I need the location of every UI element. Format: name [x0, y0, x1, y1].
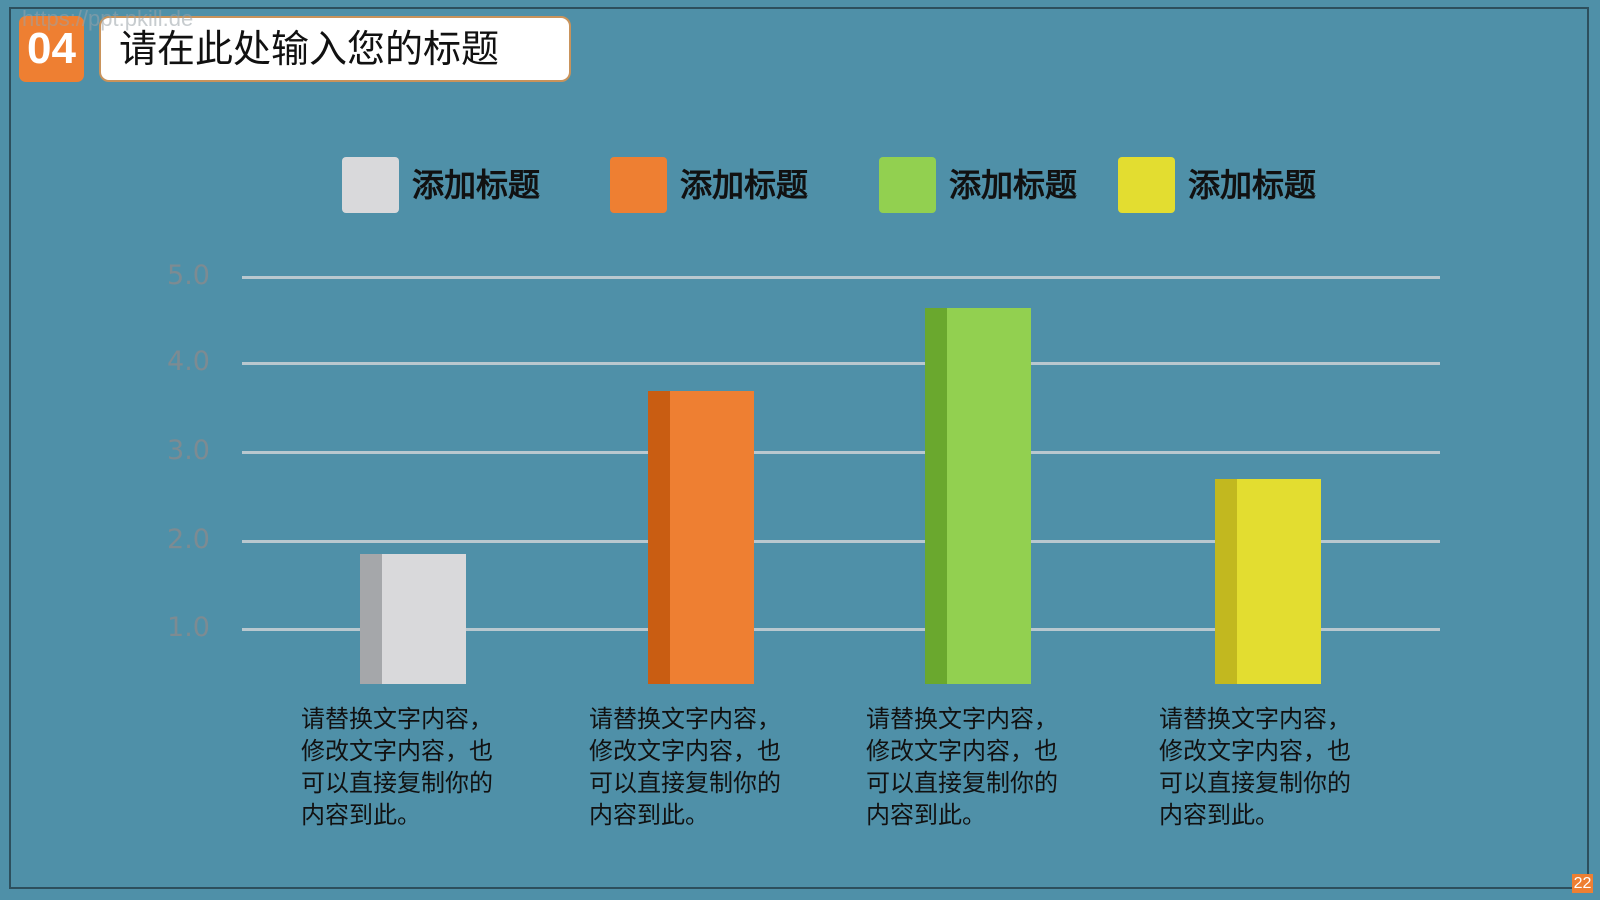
y-tick-label: 5.0	[167, 260, 210, 291]
description-text-4[interactable]: 请替换文字内容， 修改文字内容，也 可以直接复制你的 内容到此。	[1159, 703, 1389, 831]
y-tick-label: 1.0	[167, 612, 210, 643]
gridline-5	[242, 276, 1440, 279]
description-text-1[interactable]: 请替换文字内容， 修改文字内容，也 可以直接复制你的 内容到此。	[301, 703, 531, 831]
bar-4[interactable]	[1215, 479, 1321, 684]
description-line: 修改文字内容，也	[589, 737, 781, 765]
bar-face	[1237, 479, 1321, 684]
bar-face	[947, 307, 1031, 684]
description-line: 请替换文字内容，	[301, 705, 493, 733]
legend-label: 添加标题	[680, 166, 809, 204]
description-text-2[interactable]: 请替换文字内容， 修改文字内容，也 可以直接复制你的 内容到此。	[589, 703, 819, 831]
description-line: 内容到此。	[866, 801, 986, 829]
description-line: 内容到此。	[301, 801, 421, 829]
description-line: 内容到此。	[589, 801, 709, 829]
description-line: 请替换文字内容，	[589, 705, 781, 733]
slide-title[interactable]: 请在此处输入您的标题	[99, 16, 571, 82]
legend-swatch-icon	[1118, 157, 1175, 213]
description-line: 修改文字内容，也	[866, 737, 1058, 765]
bar-side	[360, 554, 382, 684]
bar-side	[648, 391, 670, 684]
description-text-3[interactable]: 请替换文字内容， 修改文字内容，也 可以直接复制你的 内容到此。	[866, 703, 1096, 831]
y-tick-label: 4.0	[167, 346, 210, 377]
page-number: 22	[1572, 874, 1593, 893]
gridline-4	[242, 362, 1440, 365]
watermark-text: https://ppt.pkill.de	[22, 6, 194, 31]
bar-face	[382, 554, 466, 684]
legend-swatch-icon	[879, 157, 936, 213]
legend-label: 添加标题	[1188, 166, 1317, 204]
description-line: 修改文字内容，也	[301, 737, 493, 765]
legend-swatch-icon	[610, 157, 667, 213]
legend-label: 添加标题	[949, 166, 1078, 204]
bar-face	[670, 391, 754, 684]
slide-frame	[9, 7, 1589, 889]
y-tick-label: 2.0	[167, 524, 210, 555]
gridline-3	[242, 451, 1440, 454]
bar-side	[1215, 479, 1237, 684]
bar-1[interactable]	[360, 554, 466, 684]
description-line: 可以直接复制你的	[301, 769, 493, 797]
bar-side	[925, 307, 947, 684]
description-line: 请替换文字内容，	[866, 705, 1058, 733]
bar-2[interactable]	[648, 391, 754, 684]
gridline-1	[242, 628, 1440, 631]
description-line: 修改文字内容，也	[1159, 737, 1351, 765]
bar-3[interactable]	[925, 307, 1031, 684]
description-line: 请替换文字内容，	[1159, 705, 1351, 733]
section-number-badge: 04	[19, 16, 84, 82]
gridline-2	[242, 540, 1440, 543]
description-line: 内容到此。	[1159, 801, 1279, 829]
description-line: 可以直接复制你的	[1159, 769, 1351, 797]
y-tick-label: 3.0	[167, 435, 210, 466]
description-line: 可以直接复制你的	[589, 769, 781, 797]
description-line: 可以直接复制你的	[866, 769, 1058, 797]
legend-swatch-icon	[342, 157, 399, 213]
legend-label: 添加标题	[412, 166, 541, 204]
